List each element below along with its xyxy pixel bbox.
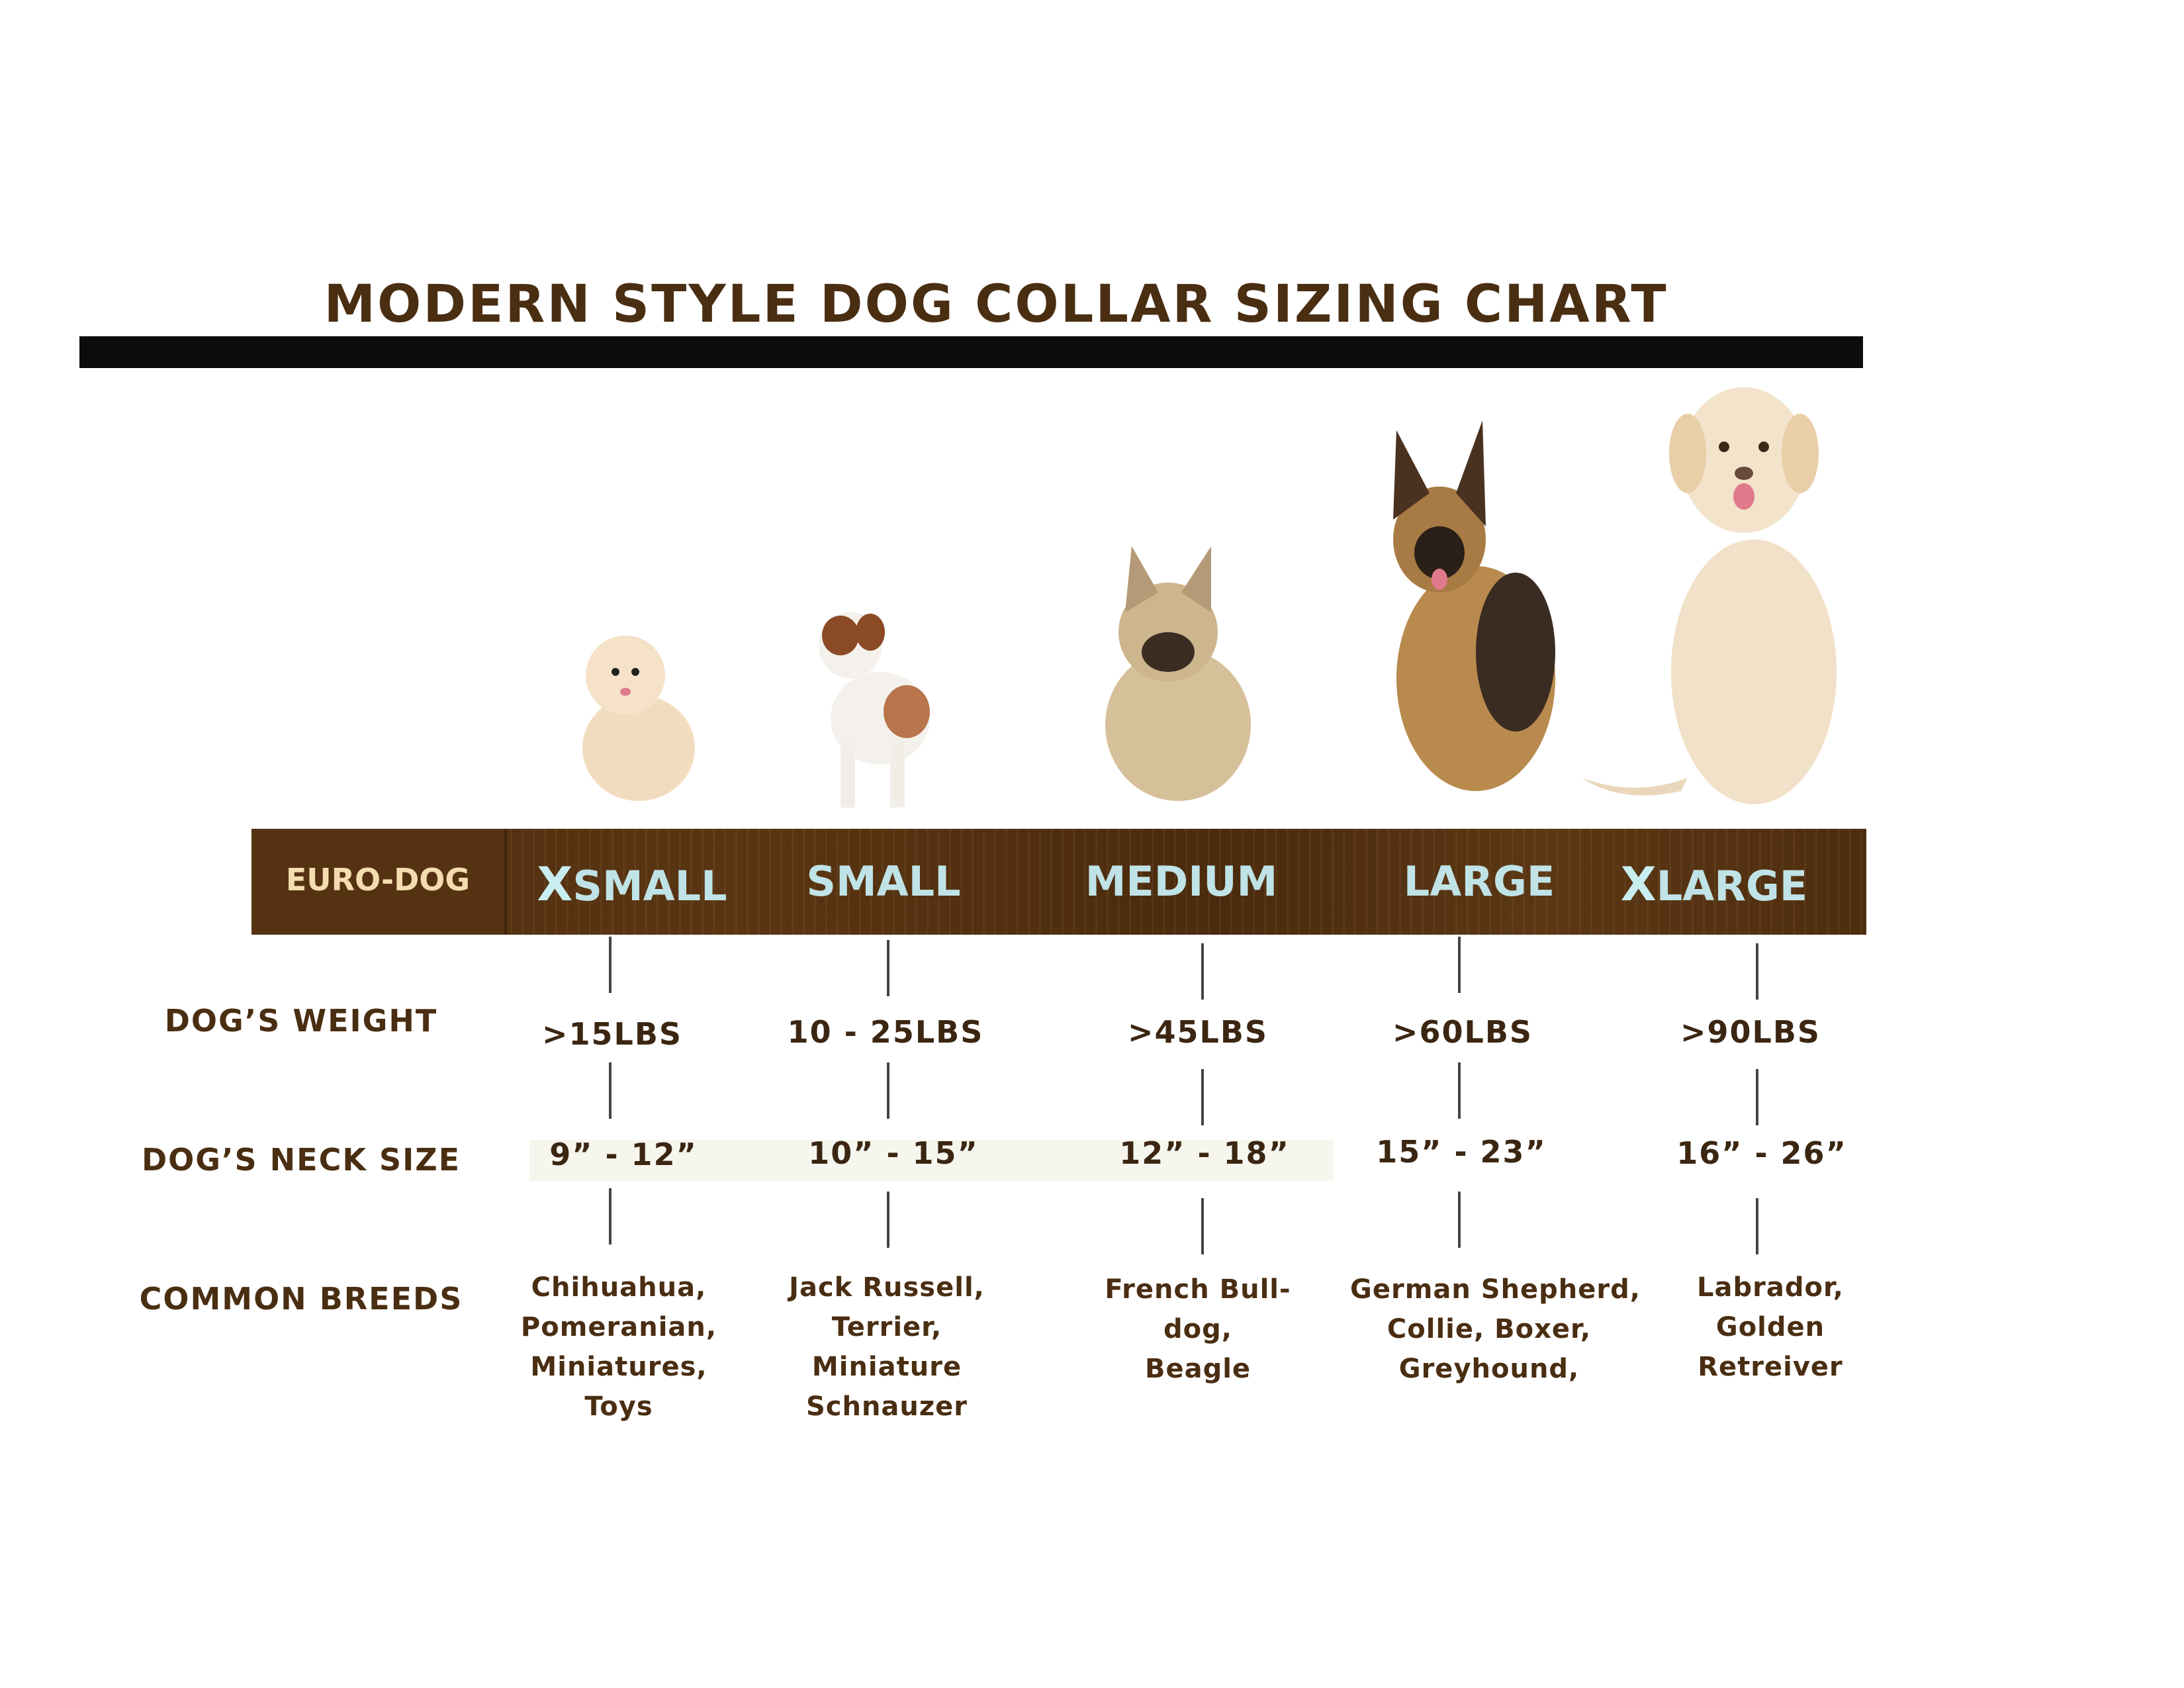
size-xsmall: XSMALL (537, 857, 727, 912)
weight-row-label: DOG’S WEIGHT (164, 1003, 438, 1039)
neck-row-highlight (529, 1140, 1334, 1181)
breed-list: Chihuahua, Pomeranian, Miniatures, Toys (480, 1268, 758, 1427)
breed-line: Chihuahua, (531, 1272, 707, 1303)
connector-line (887, 1192, 889, 1248)
size-label: LARGE (1656, 862, 1808, 910)
breed-line: Pomeranian, (520, 1312, 717, 1342)
connector-line (1458, 1062, 1461, 1119)
breed-line: Miniature (811, 1352, 962, 1382)
connector-line (609, 1188, 612, 1244)
connector-line (1756, 1198, 1758, 1254)
connector-line (887, 940, 889, 996)
breed-line: Terrier, (831, 1312, 942, 1342)
connector-line (1756, 943, 1758, 1000)
neck-value: 15” - 23” (1376, 1134, 1547, 1170)
connector-line (1458, 937, 1461, 993)
breed-line: Jack Russell, (789, 1272, 985, 1303)
pomeranian-image (582, 635, 695, 801)
connector-line (609, 1062, 612, 1119)
jack-russell-image (819, 612, 930, 808)
breed-line: French Bull- (1105, 1274, 1291, 1305)
size-prefix: X (537, 857, 573, 912)
breed-line: Labrador, (1697, 1272, 1844, 1303)
labrador-image (1582, 387, 1837, 804)
breed-line: Golden (1715, 1312, 1825, 1342)
size-prefix: X (1620, 857, 1657, 912)
breed-line: Schnauzer (805, 1391, 968, 1422)
connector-line (1201, 1198, 1204, 1254)
connector-line (609, 937, 612, 993)
title-divider (79, 336, 1863, 368)
size-band (251, 829, 1866, 935)
connector-line (887, 1062, 889, 1119)
size-xlarge: XLARGE (1621, 857, 1807, 912)
breed-line: Greyhound, (1398, 1354, 1580, 1384)
breed-line: Beagle (1144, 1354, 1251, 1384)
neck-value: 16” - 26” (1676, 1135, 1847, 1171)
connector-line (1201, 1069, 1204, 1125)
german-shepherd-image (1393, 420, 1555, 791)
breeds-row-label: COMMON BREEDS (139, 1281, 463, 1317)
brand-box: EURO-DOG (251, 829, 507, 935)
french-bulldog-image (1105, 546, 1251, 801)
size-medium: MEDIUM (1085, 857, 1278, 906)
connector-line (1756, 1069, 1758, 1125)
breed-list: Labrador, Golden Retreiver (1631, 1268, 1909, 1387)
size-label: SMALL (572, 862, 727, 910)
page-title: MODERN STYLE DOG COLLAR SIZING CHART (324, 275, 1668, 334)
weight-value: 10 - 25LBS (787, 1014, 984, 1050)
breed-list: German Shepherd, Collie, Boxer, Greyhound, (1350, 1270, 1641, 1389)
neck-value: 12” - 18” (1119, 1135, 1290, 1171)
brand-label: EURO-DOG (285, 862, 471, 898)
breed-list: French Bull-dog, Beagle (1059, 1270, 1337, 1389)
breed-line: dog, (1163, 1314, 1232, 1344)
connector-line (1201, 943, 1204, 1000)
weight-value: >15LBS (541, 1016, 683, 1052)
breed-line: Collie, Boxer, (1387, 1314, 1592, 1344)
breed-line: Retreiver (1698, 1352, 1843, 1382)
breed-line: Miniatures, (530, 1352, 707, 1382)
weight-value: >90LBS (1680, 1014, 1821, 1050)
neck-value: 10” - 15” (808, 1135, 979, 1171)
breed-list: Jack Russell, Terrier, Miniature Schnauzer (748, 1268, 1026, 1427)
connector-line (1458, 1192, 1461, 1248)
size-large: LARGE (1404, 857, 1555, 906)
size-small: SMALL (806, 857, 960, 906)
neck-row-label: DOG’S NECK SIZE (141, 1142, 461, 1178)
breed-line: Toys (584, 1391, 653, 1422)
neck-value: 9” - 12” (549, 1137, 698, 1172)
size-label: LARGE (1403, 857, 1555, 906)
size-label: MEDIUM (1085, 857, 1278, 906)
weight-value: >45LBS (1127, 1014, 1269, 1050)
breed-line: German Shepherd, (1350, 1274, 1641, 1305)
weight-value: >60LBS (1392, 1014, 1533, 1050)
size-label: SMALL (806, 857, 961, 906)
